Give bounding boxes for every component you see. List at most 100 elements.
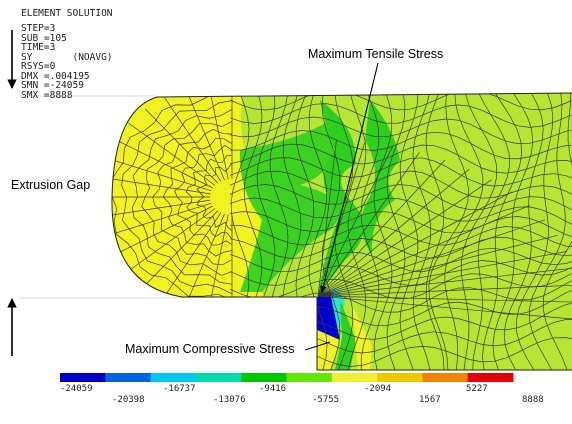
legend-tick-label: -9416 bbox=[259, 384, 287, 394]
mesh-line bbox=[317, 234, 558, 297]
mesh-line bbox=[529, 93, 566, 370]
legend-tick-label: -2094 bbox=[364, 384, 392, 394]
legend-color-swatch bbox=[467, 373, 514, 382]
mesh-line bbox=[428, 93, 469, 370]
sub-line: SUB =105 bbox=[21, 32, 67, 44]
yellow-lower-region bbox=[317, 330, 340, 370]
legend-color-swatch bbox=[195, 373, 242, 382]
mesh-line bbox=[114, 139, 214, 189]
yellow-outer-region bbox=[111, 93, 270, 300]
mesh-line bbox=[412, 93, 432, 370]
extrusion-gap-label: Extrusion Gap bbox=[11, 178, 91, 192]
mesh-line bbox=[399, 93, 419, 370]
mesh-line bbox=[229, 224, 572, 249]
mesh-line bbox=[347, 93, 367, 370]
mesh-line bbox=[317, 179, 492, 297]
tensile-leader-arrow bbox=[320, 62, 379, 293]
mesh-line bbox=[208, 93, 229, 180]
mesh-line bbox=[229, 237, 572, 259]
legend-tick-label: -24059 bbox=[60, 384, 93, 394]
legend-color-swatch bbox=[60, 373, 106, 382]
mesh-line bbox=[208, 214, 229, 311]
mesh-line bbox=[542, 93, 572, 370]
mesh-line bbox=[317, 267, 572, 297]
mesh-line bbox=[317, 295, 572, 303]
legend-tick-label: -20398 bbox=[112, 395, 145, 405]
mesh-line bbox=[482, 93, 523, 370]
legend-tick-label: -5755 bbox=[312, 395, 340, 405]
mesh-line bbox=[229, 143, 572, 174]
legend-color-swatch bbox=[241, 373, 287, 382]
mesh-line bbox=[492, 93, 534, 370]
mesh-line bbox=[111, 157, 212, 192]
dmx-line: DMX =.004195 bbox=[21, 70, 90, 82]
legend-color-swatch bbox=[150, 373, 197, 382]
mesh-line bbox=[373, 93, 393, 370]
mesh-line bbox=[317, 168, 470, 297]
mesh-line bbox=[317, 251, 568, 297]
mesh-line bbox=[515, 93, 554, 370]
mesh-line bbox=[317, 140, 337, 297]
legend-color-swatch bbox=[105, 373, 152, 382]
legend-color-swatch bbox=[286, 373, 333, 382]
mesh-line bbox=[185, 213, 225, 306]
mesh-line bbox=[185, 93, 225, 181]
mesh-line bbox=[229, 93, 572, 111]
mesh-line bbox=[317, 142, 366, 297]
body-outline bbox=[111, 92, 572, 371]
mesh-line bbox=[114, 205, 214, 255]
mesh-line bbox=[386, 93, 406, 370]
mesh-line bbox=[317, 159, 446, 297]
legend-color-swatch bbox=[331, 373, 378, 382]
max-tensile-label: Maximum Tensile Stress bbox=[308, 47, 444, 61]
legend-tick-label: -13076 bbox=[213, 395, 246, 405]
mesh-line bbox=[128, 208, 216, 272]
mesh-line bbox=[229, 197, 572, 232]
mesh-line bbox=[164, 97, 222, 182]
solution-title: ELEMENT SOLUTION bbox=[21, 8, 113, 19]
mesh-line bbox=[425, 93, 445, 370]
legend-tick-label: 1567 bbox=[419, 395, 441, 405]
rsys-line: RSYS=0 bbox=[21, 61, 56, 72]
mesh-line bbox=[111, 199, 211, 218]
mesh-line bbox=[317, 191, 512, 297]
max-compressive-label: Maximum Compressive Stress bbox=[125, 342, 295, 356]
legend-tick-label: 5227 bbox=[466, 384, 488, 394]
legend-color-swatch bbox=[377, 373, 423, 382]
mesh-line bbox=[317, 152, 420, 297]
mesh-line bbox=[144, 210, 219, 286]
yellow-streak bbox=[352, 305, 372, 370]
mesh-line bbox=[128, 122, 216, 186]
mesh-line bbox=[164, 212, 222, 297]
color-legend bbox=[60, 373, 514, 382]
mesh-line bbox=[111, 176, 211, 195]
mesh-line bbox=[229, 184, 572, 220]
mesh-line bbox=[472, 93, 511, 370]
mesh-line bbox=[317, 146, 393, 297]
smn-line: SMN =-24059 bbox=[21, 80, 84, 91]
step-line: STEP=3 bbox=[21, 23, 56, 34]
mesh-line bbox=[444, 93, 484, 370]
mesh-line bbox=[317, 205, 530, 297]
smx-line: SMX =8888 bbox=[21, 89, 73, 101]
mesh-line bbox=[144, 108, 219, 184]
time-line: TIME=3 bbox=[21, 42, 56, 53]
sy-line: SY (NOAVG) bbox=[21, 51, 113, 63]
mesh-line bbox=[317, 219, 546, 297]
mesh-line bbox=[317, 284, 572, 297]
mesh-line bbox=[308, 93, 328, 370]
green-lower-region bbox=[335, 300, 356, 370]
mesh-line bbox=[111, 202, 212, 237]
mesh-line bbox=[229, 157, 572, 188]
green-band-1 bbox=[239, 120, 340, 292]
mesh-line bbox=[503, 93, 544, 370]
legend-tick-label: 8888 bbox=[522, 395, 544, 405]
legend-color-swatch bbox=[422, 373, 469, 382]
mesh-line bbox=[317, 295, 572, 320]
mesh-line bbox=[460, 93, 498, 370]
mesh-line bbox=[229, 103, 572, 128]
mesh-line bbox=[360, 93, 380, 370]
compressive-leader-line bbox=[304, 341, 331, 351]
